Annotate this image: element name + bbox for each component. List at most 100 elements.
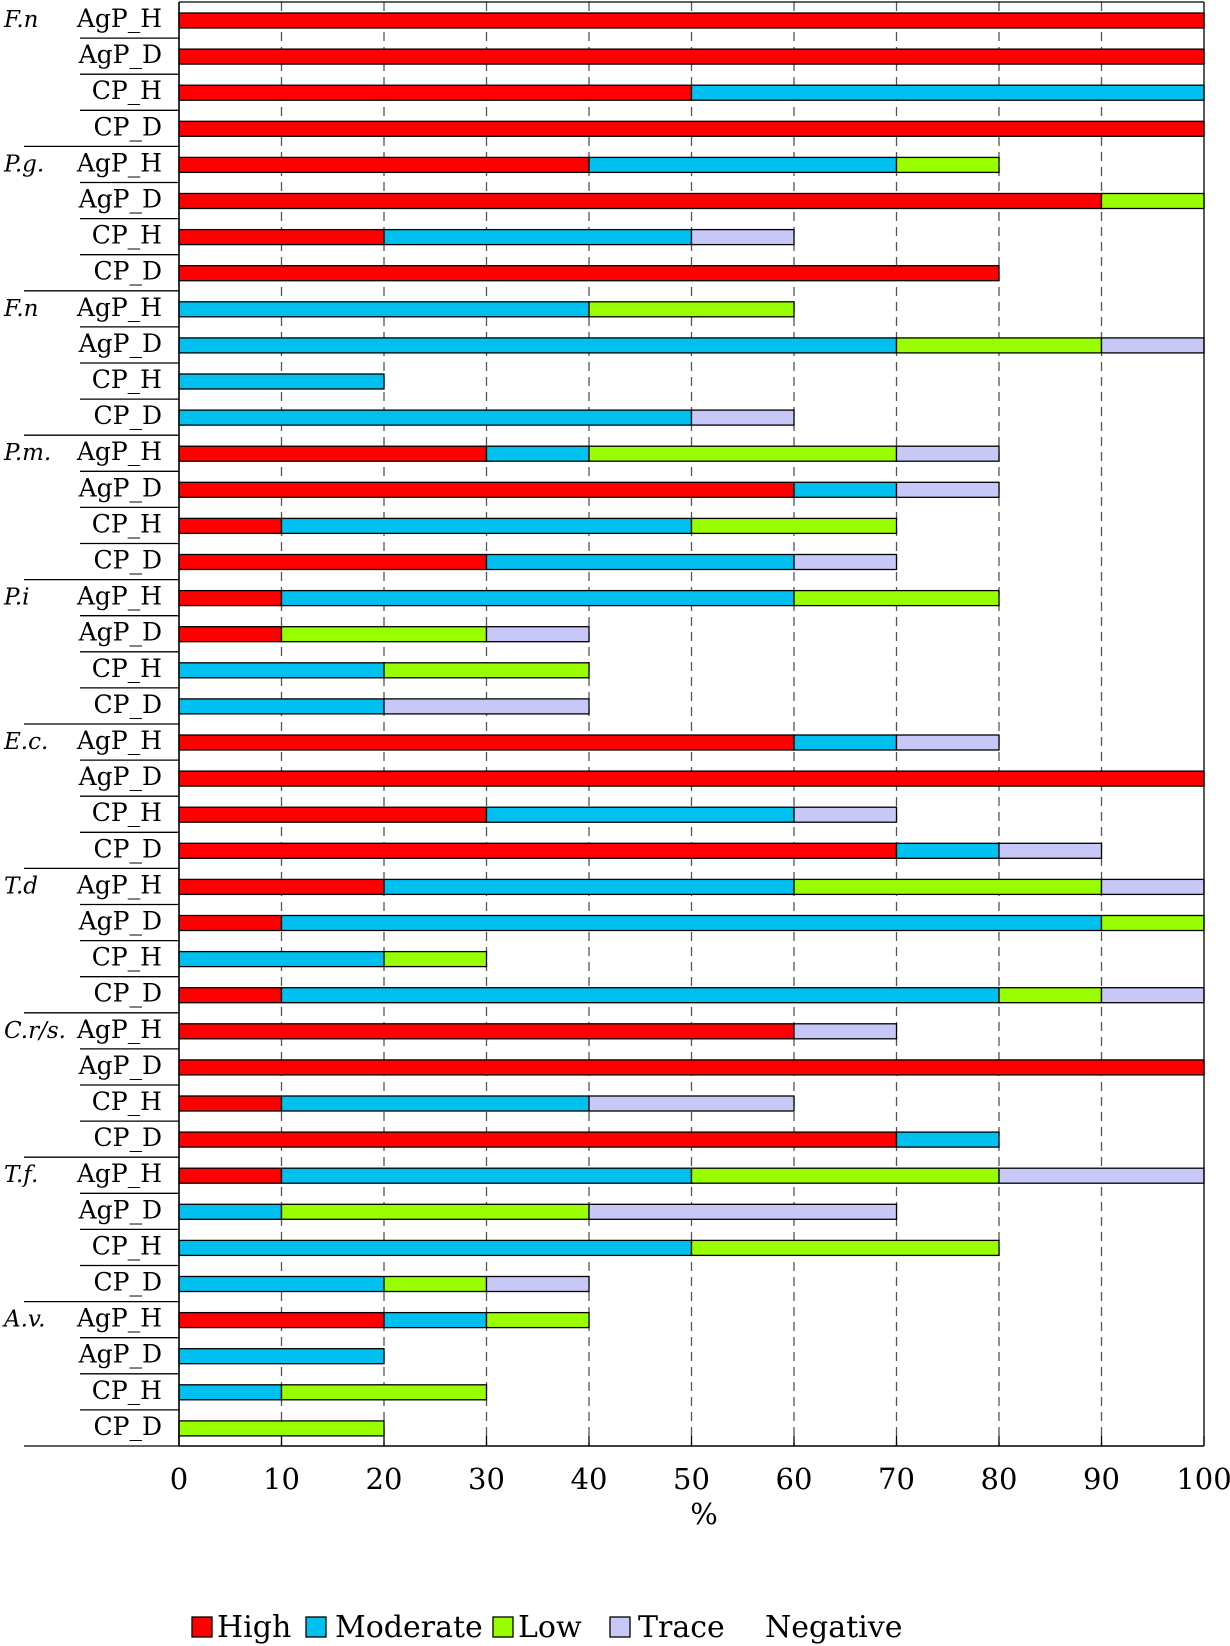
- bar-segment-high: [178, 553, 488, 571]
- bar-segment-low: [588, 445, 898, 462]
- bar-segment-moderate: [895, 1131, 1000, 1148]
- x-tick-label: 20: [366, 1462, 403, 1496]
- bar-segment-high: [178, 589, 283, 607]
- bar-segment-low: [1100, 192, 1205, 210]
- bar-segment-trace: [588, 1095, 795, 1112]
- bar-segment-moderate: [178, 301, 590, 318]
- bar-segment-moderate: [178, 1239, 693, 1257]
- bar-segment-moderate: [383, 228, 693, 246]
- bar-segment-low: [998, 987, 1103, 1004]
- row-label: CP_D: [94, 979, 163, 1008]
- bar-segment-high: [178, 228, 385, 246]
- x-tick-label: 0: [170, 1462, 188, 1496]
- bar-segment-high: [178, 842, 898, 859]
- bar-segment-moderate: [690, 84, 1205, 101]
- bar-segment-high: [178, 48, 1205, 65]
- bar-segment-low: [895, 337, 1103, 354]
- bar-segment-low: [690, 1239, 1000, 1257]
- legend-label-negative: Negative: [765, 1610, 902, 1645]
- bar-segment-moderate: [280, 589, 795, 607]
- bar-segment-trace: [383, 698, 590, 715]
- bar-segment-moderate: [485, 553, 795, 571]
- bar-segment-trace: [895, 734, 1000, 751]
- bar-segment-high: [178, 192, 1103, 210]
- bar-segment-moderate: [485, 806, 795, 823]
- row-label: CP_D: [94, 257, 163, 286]
- row-label: AgP_D: [78, 329, 162, 358]
- bar-segment-moderate: [793, 734, 898, 751]
- group-label: P.g.: [3, 151, 44, 177]
- bar-segment-trace: [690, 228, 795, 246]
- row-label: CP_H: [92, 1231, 162, 1260]
- row-label: AgP_D: [78, 40, 162, 69]
- bar-segment-moderate: [895, 842, 1000, 859]
- row-label: AgP_H: [76, 293, 162, 322]
- row-label: CP_D: [94, 1268, 163, 1297]
- bar-segment-moderate: [280, 914, 1103, 932]
- bar-segment-low: [895, 156, 1000, 174]
- bar-segment-moderate: [178, 1203, 283, 1220]
- legend-label-high: High: [217, 1610, 291, 1645]
- bar-segment-low: [690, 517, 898, 535]
- bar-segment-high: [178, 156, 590, 174]
- bar-segment-trace: [1100, 878, 1205, 896]
- row-label: AgP_H: [76, 4, 162, 33]
- bar-segment-trace: [998, 1167, 1205, 1184]
- bar-segment-high: [178, 517, 283, 535]
- row-label: AgP_D: [78, 185, 162, 214]
- bar-segment-high: [178, 1311, 385, 1329]
- bar-segment-high: [178, 1095, 283, 1112]
- legend-label-trace: Trace: [638, 1610, 725, 1645]
- bar-segment-trace: [588, 1203, 898, 1220]
- bar-segment-high: [178, 1023, 795, 1040]
- row-label: AgP_D: [78, 1340, 162, 1369]
- legend-label-low: Low: [518, 1610, 582, 1645]
- row-label: AgP_H: [76, 148, 162, 177]
- row-label: AgP_H: [76, 1159, 162, 1188]
- row-label: CP_H: [92, 654, 162, 683]
- group-label: E.c.: [3, 729, 48, 755]
- bar-segment-low: [383, 662, 590, 679]
- bar-segment-low: [588, 301, 795, 318]
- group-label: C.r/s.: [4, 1018, 66, 1044]
- bar-segment-low: [383, 950, 488, 968]
- bar-segment-high: [178, 1167, 283, 1184]
- bar-segment-high: [178, 987, 283, 1004]
- bar-segment-high: [178, 626, 283, 643]
- bar-segment-low: [280, 1203, 590, 1220]
- row-label: CP_D: [94, 112, 163, 141]
- row-label: CP_H: [92, 221, 162, 250]
- bar-segment-high: [178, 806, 488, 823]
- row-label: AgP_H: [76, 1015, 162, 1044]
- bar-segment-high: [178, 770, 1205, 787]
- group-label: A.v.: [2, 1307, 46, 1333]
- bar-segment-trace: [1100, 987, 1205, 1004]
- x-tick-label: 50: [673, 1462, 710, 1496]
- x-tick-label: 40: [571, 1462, 608, 1496]
- bar-segment-high: [178, 914, 283, 932]
- bar-segment-high: [178, 120, 1205, 137]
- bar-segment-moderate: [280, 987, 1000, 1004]
- bar-segment-moderate: [178, 698, 385, 715]
- row-label: CP_D: [94, 1123, 163, 1152]
- x-tick-label: 100: [1176, 1462, 1230, 1496]
- bar-segment-moderate: [793, 481, 898, 498]
- bar-segment-high: [178, 1059, 1205, 1076]
- bar-segment-moderate: [280, 1095, 590, 1112]
- bar-segment-moderate: [178, 1384, 283, 1401]
- x-tick-label: 30: [468, 1462, 505, 1496]
- bar-segment-moderate: [280, 517, 693, 535]
- legend-swatch-moderate: [305, 1616, 327, 1638]
- legend-label-moderate: Moderate: [335, 1610, 483, 1645]
- bar-segment-high: [178, 481, 795, 498]
- legend-swatch-high: [191, 1616, 213, 1638]
- row-label: CP_D: [94, 401, 163, 430]
- bar-segment-trace: [690, 409, 795, 426]
- x-tick-label: 10: [263, 1462, 300, 1496]
- x-axis-title: %: [690, 1497, 718, 1531]
- x-tick-label: 90: [1083, 1462, 1120, 1496]
- bar-segment-low: [178, 1420, 385, 1437]
- row-label: AgP_D: [78, 1195, 162, 1224]
- bar-segment-high: [178, 84, 693, 101]
- bar-segment-trace: [793, 806, 898, 823]
